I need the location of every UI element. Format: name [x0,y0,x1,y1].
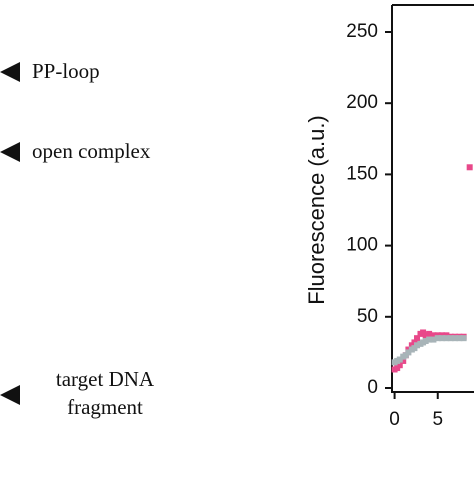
point [456,335,463,342]
point [396,362,403,369]
point [396,356,403,363]
point [400,357,407,364]
gel-label: fragment [67,395,143,419]
arrow [0,142,20,162]
y-tick-label: 100 [346,235,378,256]
x-tick-label: 5 [432,409,443,430]
y-tick-label: 150 [346,163,378,184]
point [430,336,437,343]
point [466,164,473,171]
point [460,335,467,342]
x-tick-label: 0 [389,409,400,430]
gel-label: PP-loop [32,59,100,83]
y-tick-label: 200 [346,92,378,113]
point [439,335,446,342]
y-axis-label: Fluorescence (a.u.) [304,115,329,305]
point [447,335,454,342]
point [443,335,450,342]
point [414,335,421,342]
axis-frame [391,4,474,393]
point [422,338,429,345]
y-tick-label: 0 [367,377,378,398]
point [430,332,437,339]
point [426,336,433,343]
point [405,349,412,356]
point [422,332,429,339]
point [426,330,433,337]
y-tick-label: 50 [357,306,378,327]
arrow [0,385,20,405]
gel-label: target DNA [56,367,155,391]
point [414,342,421,349]
y-tick-label: 250 [346,21,378,42]
point [452,335,459,342]
point [434,335,441,342]
gel-label: open complex [32,139,151,163]
arrow [0,62,20,82]
